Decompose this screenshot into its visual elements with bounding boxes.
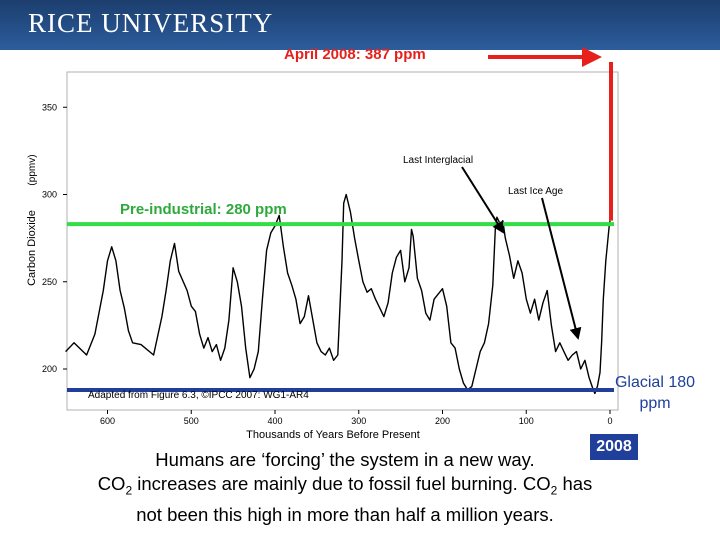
x-tick-label: 300 [351,416,366,426]
chart-text: Last Interglacial Last Ice Age Pre-industr… [26,154,563,441]
x-tick-label: 0 [607,416,612,426]
y-axis-units: (ppmv) [27,154,38,185]
annotation-arrows [461,47,602,340]
y-tick-label: 250 [42,277,57,287]
last-ice-age-label: Last Ice Age [508,186,563,197]
subscript-2: 2 [125,483,133,498]
april-2008-callout: April 2008: 387 ppm [284,46,426,63]
glacial-180-label: Glacial 180 ppm [612,372,698,414]
glacial-label-line2: ppm [639,395,671,412]
preindustrial-label: Pre-industrial: 280 ppm [120,201,287,218]
plot-area-border [66,71,619,411]
year-2008-badge: 2008 [590,434,638,460]
glacial-label-line1: Glacial 180 [614,374,696,391]
summary-line-1: Humans are ‘forcing’ the system in a new… [155,449,535,470]
last-interglacial-label: Last Interglacial [403,155,473,166]
subscript-2b: 2 [550,483,558,498]
y-tick-label: 350 [42,102,57,112]
rice-university-logo: RICE UNIVERSITY [28,8,274,38]
y-axis-label: Carbon Dioxide [26,210,38,286]
x-axis-label: Thousands of Years Before Present [246,429,420,441]
reference-lines [67,222,614,392]
co2-series [65,62,613,395]
header-banner: RICE UNIVERSITY [0,0,720,50]
summary-line-3: not been this high in more than half a m… [136,503,554,525]
chart-frame [66,71,619,411]
y-tick-label: 300 [42,190,57,200]
co2-record-line [65,193,611,395]
summary-line-2-mid: increases are mainly due to fossil fuel … [132,473,551,494]
x-tick-label: 100 [519,416,534,426]
x-tick-label: 600 [100,416,115,426]
x-tick-label: 500 [184,416,199,426]
last-interglacial-arrow [461,166,505,234]
summary-line-2-end: has [557,473,593,494]
last-ice-age-arrow [541,197,582,340]
summary-line-2: CO2 increases are mainly due to fossil f… [30,472,660,503]
y-tick-label: 200 [42,364,57,374]
axis-ticks: 350 300 250 200 600 500 400 300 200 100 0 [42,102,613,426]
source-note: Adapted from Figure 6.3, ©IPCC 2007: WG1… [88,390,309,401]
x-tick-label: 200 [435,416,450,426]
x-tick-label: 400 [267,416,282,426]
summary-text: Humans are ‘forcing’ the system in a new… [30,448,660,527]
co2-text: CO [97,473,126,494]
